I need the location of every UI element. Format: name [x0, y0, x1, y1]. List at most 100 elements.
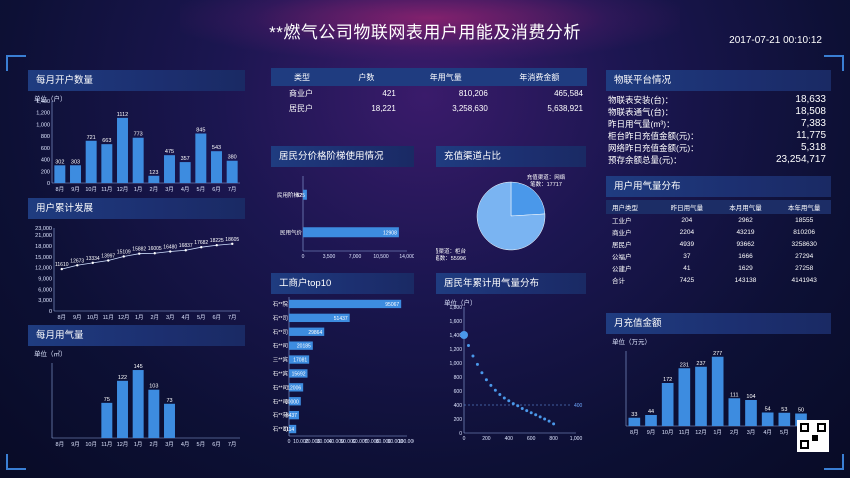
data-label: 51437: [334, 316, 348, 322]
data-point: [138, 252, 141, 255]
usage-cell: 204: [681, 216, 693, 224]
usage-row: 商业户 2204 43219 810206: [606, 226, 831, 238]
y-tick-label: 0: [49, 309, 52, 315]
bar: [289, 397, 301, 406]
data-point: [480, 371, 484, 375]
data-point: [76, 264, 79, 267]
data-label: 95067: [385, 302, 399, 308]
platform-stat-row: 柜台昨日充值金额(元)： 11,775: [608, 130, 826, 142]
y-tick-label: 15,000: [35, 255, 52, 261]
slice-label: 笔数：17717: [530, 180, 562, 188]
bar: [761, 412, 774, 426]
platform-stat-row: 昨日用气量(m³)： 7,383: [608, 118, 826, 130]
x-tick-label: 4月: [181, 186, 190, 193]
data-point: [169, 250, 172, 253]
unit-label: 单位（㎥）: [34, 351, 67, 358]
y-tick-label: 12,000: [35, 266, 52, 272]
frame-corner: [824, 454, 844, 470]
data-point: [153, 252, 156, 255]
panel-title: 工商户top10: [271, 273, 414, 294]
data-point: [552, 422, 556, 426]
dist-chart: 0 200 400 600 800 1,000 1,200 1,400 1,600 1,800 0 2…: [449, 305, 582, 442]
data-label: 1112: [117, 112, 128, 118]
data-label: 111: [730, 392, 738, 398]
data-label: 145: [134, 364, 143, 370]
x-tick-label: 90,000: [388, 439, 404, 443]
x-tick-label: 14,000: [399, 254, 414, 260]
data-label: 12908: [383, 230, 397, 236]
y-tick-label: 1,400: [36, 99, 50, 105]
category-label: 石**苑: [273, 411, 289, 419]
data-label: 12673: [70, 258, 84, 264]
x-tick-label: 10月: [85, 186, 97, 193]
usage-cell: 4939: [679, 240, 695, 248]
x-tick-label: 8月: [56, 441, 65, 448]
bar: [303, 227, 399, 238]
summary-cell: 3,258,630: [452, 104, 488, 113]
bar: [101, 144, 113, 183]
data-label: 123: [149, 170, 158, 176]
qr-code: [797, 420, 829, 452]
usage-row: 合计 7425 143138 4141943: [606, 274, 831, 286]
usage-cell: 143138: [734, 276, 757, 284]
data-label: 104: [746, 394, 755, 400]
data-point: [122, 255, 125, 258]
x-tick-label: 7,000: [349, 254, 362, 260]
data-label: 73: [166, 398, 172, 404]
data-point: [200, 245, 203, 249]
platform-stat-value: 5,318: [800, 142, 826, 153]
data-label: 17682: [194, 240, 208, 246]
y-tick-label: 1,200: [449, 347, 462, 353]
x-tick-label: 0: [288, 439, 291, 443]
data-label: 525: [297, 193, 306, 199]
data-point: [529, 411, 533, 415]
y-tick-label: 21,000: [35, 233, 52, 239]
platform-panel: 物联平台情况 物联表安装(台)： 18,633 物联表通气(台)： 18,508 昨日用…: [606, 70, 831, 170]
x-tick-label: 8月: [630, 429, 639, 436]
x-tick-label: 9月: [647, 429, 656, 436]
y-tick-label: 3,000: [38, 298, 52, 304]
bar: [289, 299, 402, 309]
datetime: 2017-07-21 00:10:12: [729, 35, 822, 46]
slice-label: 充值渠道：柜台: [436, 247, 466, 255]
x-tick-label: 4月: [763, 429, 772, 436]
summary-header: 年消费金额: [519, 72, 560, 82]
usage-cell: 商业户: [612, 230, 632, 237]
panel-title: 居民分价格阶梯使用情况: [271, 146, 414, 167]
usage-header: 本年用气量: [787, 205, 821, 212]
summary-cell: 商业户: [289, 89, 313, 98]
bar: [745, 400, 757, 426]
x-tick-label: 3月: [166, 314, 175, 321]
bar: [678, 368, 691, 426]
x-tick-label: 12月: [117, 186, 129, 193]
data-label: 54: [765, 407, 771, 413]
data-label: 29864: [308, 330, 322, 336]
pie-slice: [476, 181, 546, 251]
category-label: 石**司: [273, 315, 288, 322]
data-label: 8437: [286, 413, 297, 419]
summary-cell: 810,206: [458, 89, 488, 98]
tier-panel: 居民分价格阶梯使用情况 0 3,500 7,000 10,500 14,000 民用阶梯2…: [271, 146, 414, 264]
summary-header: 类型: [294, 72, 310, 82]
x-tick-label: 5月: [197, 441, 206, 448]
x-tick-label: 6月: [212, 314, 221, 321]
usage-cell: 27294: [795, 252, 814, 260]
bar: [289, 383, 304, 392]
platform-stat-label: 物联表通气(台)：: [608, 107, 674, 117]
category-label: 石**司: [273, 329, 288, 336]
x-tick-label: 5月: [197, 314, 206, 321]
usage-cell: 18555: [795, 216, 814, 224]
unit-label: 单位（户）: [34, 96, 67, 103]
bar: [164, 403, 175, 438]
data-label: 50: [798, 408, 804, 414]
summary-table-panel: 类型 户数 年用气量 年消费金额 商业户 421 810,206 465,584…: [271, 68, 587, 120]
x-tick-label: 70,000: [364, 439, 380, 443]
summary-header: 户数: [358, 72, 375, 82]
platform-stat-row: 网络昨日充值金额(元)： 5,318: [608, 142, 826, 154]
bar: [289, 369, 308, 378]
x-tick-label: 6月: [212, 186, 221, 193]
data-label: 10000: [285, 399, 299, 405]
y-tick-label: 1,000: [36, 122, 50, 128]
data-label: 20185: [297, 344, 311, 350]
